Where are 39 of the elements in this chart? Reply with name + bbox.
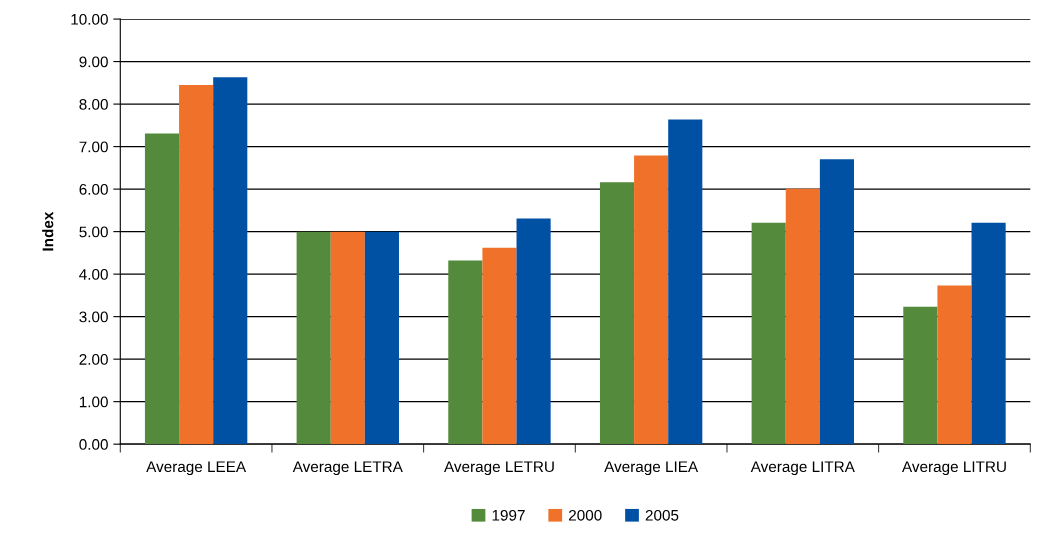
bar [751,222,786,445]
x-tick-label: Average LITRA [750,461,855,476]
bar [448,260,483,445]
bar [296,231,331,445]
y-tick-label: 1.00 [79,396,108,408]
y-tick-label: 0.00 [79,439,108,450]
y-tick-label: 5.00 [79,226,108,238]
y-tick-label: 4.00 [79,269,108,280]
y-tick-label: 7.00 [79,141,108,153]
bar [634,155,669,445]
y-tick-label: 9.00 [79,56,108,68]
legend-label: 1997 [492,509,525,521]
y-tick-label: 2.00 [79,354,108,365]
y-tick-label: 10.00 [71,13,108,25]
bar [482,247,517,445]
bar [903,306,938,445]
bar [668,119,703,445]
y-axis-title: Index [42,211,54,251]
bar [971,222,1006,445]
y-tick-label: 6.00 [79,183,108,195]
x-tick-label: Average LETRU [444,461,554,476]
bar [213,77,248,445]
y-tick-label: 3.00 [79,311,108,323]
x-tick-label: Average LEEA [146,461,247,476]
x-tick-label: Average LITRU [902,461,1006,476]
bar [937,285,972,445]
x-tick-label: Average LETRA [292,461,403,476]
bar [785,188,820,445]
bar [144,133,180,445]
bar [819,159,854,445]
x-tick-label: Average LIEA [604,461,699,476]
bar [516,218,551,445]
y-tick-label: 8.00 [79,98,108,110]
bar [364,231,399,445]
bar [599,182,635,445]
legend-label: 2000 [569,509,602,521]
legend-label: 2005 [645,509,679,521]
bar [330,231,365,445]
bar [179,84,214,445]
